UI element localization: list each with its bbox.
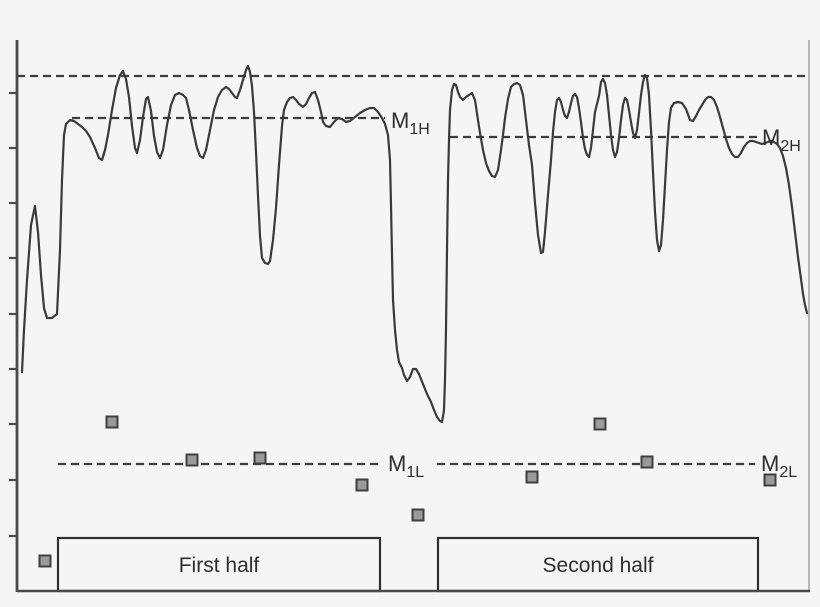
label-m1h: M1H xyxy=(391,108,430,138)
data-marker xyxy=(185,453,199,467)
data-markers xyxy=(38,415,777,568)
label-m2l-sub: 2L xyxy=(779,464,797,481)
data-marker xyxy=(355,478,369,492)
data-marker xyxy=(38,554,52,568)
label-m2l: M2L xyxy=(761,451,797,481)
axes xyxy=(9,40,810,593)
label-m2l-main: M xyxy=(761,451,779,476)
data-marker xyxy=(253,451,267,465)
label-m1l: M1L xyxy=(388,451,424,481)
reference-lines xyxy=(17,74,809,466)
signal-trace xyxy=(20,64,809,424)
label-second-half: Second half xyxy=(543,554,654,577)
label-m2h-main: M xyxy=(762,125,780,150)
label-m2h-sub: 2H xyxy=(780,138,800,155)
label-m1h-sub: 1H xyxy=(409,121,429,138)
label-first-half: First half xyxy=(179,554,260,577)
data-marker xyxy=(411,508,425,522)
data-marker xyxy=(640,455,654,469)
data-marker xyxy=(525,470,539,484)
label-m1l-main: M xyxy=(388,451,406,476)
label-m1l-sub: 1L xyxy=(406,464,424,481)
label-m2h: M2H xyxy=(762,125,801,155)
data-marker xyxy=(763,473,777,487)
label-m1h-main: M xyxy=(391,108,409,133)
data-marker xyxy=(105,415,119,429)
data-marker xyxy=(593,417,607,431)
